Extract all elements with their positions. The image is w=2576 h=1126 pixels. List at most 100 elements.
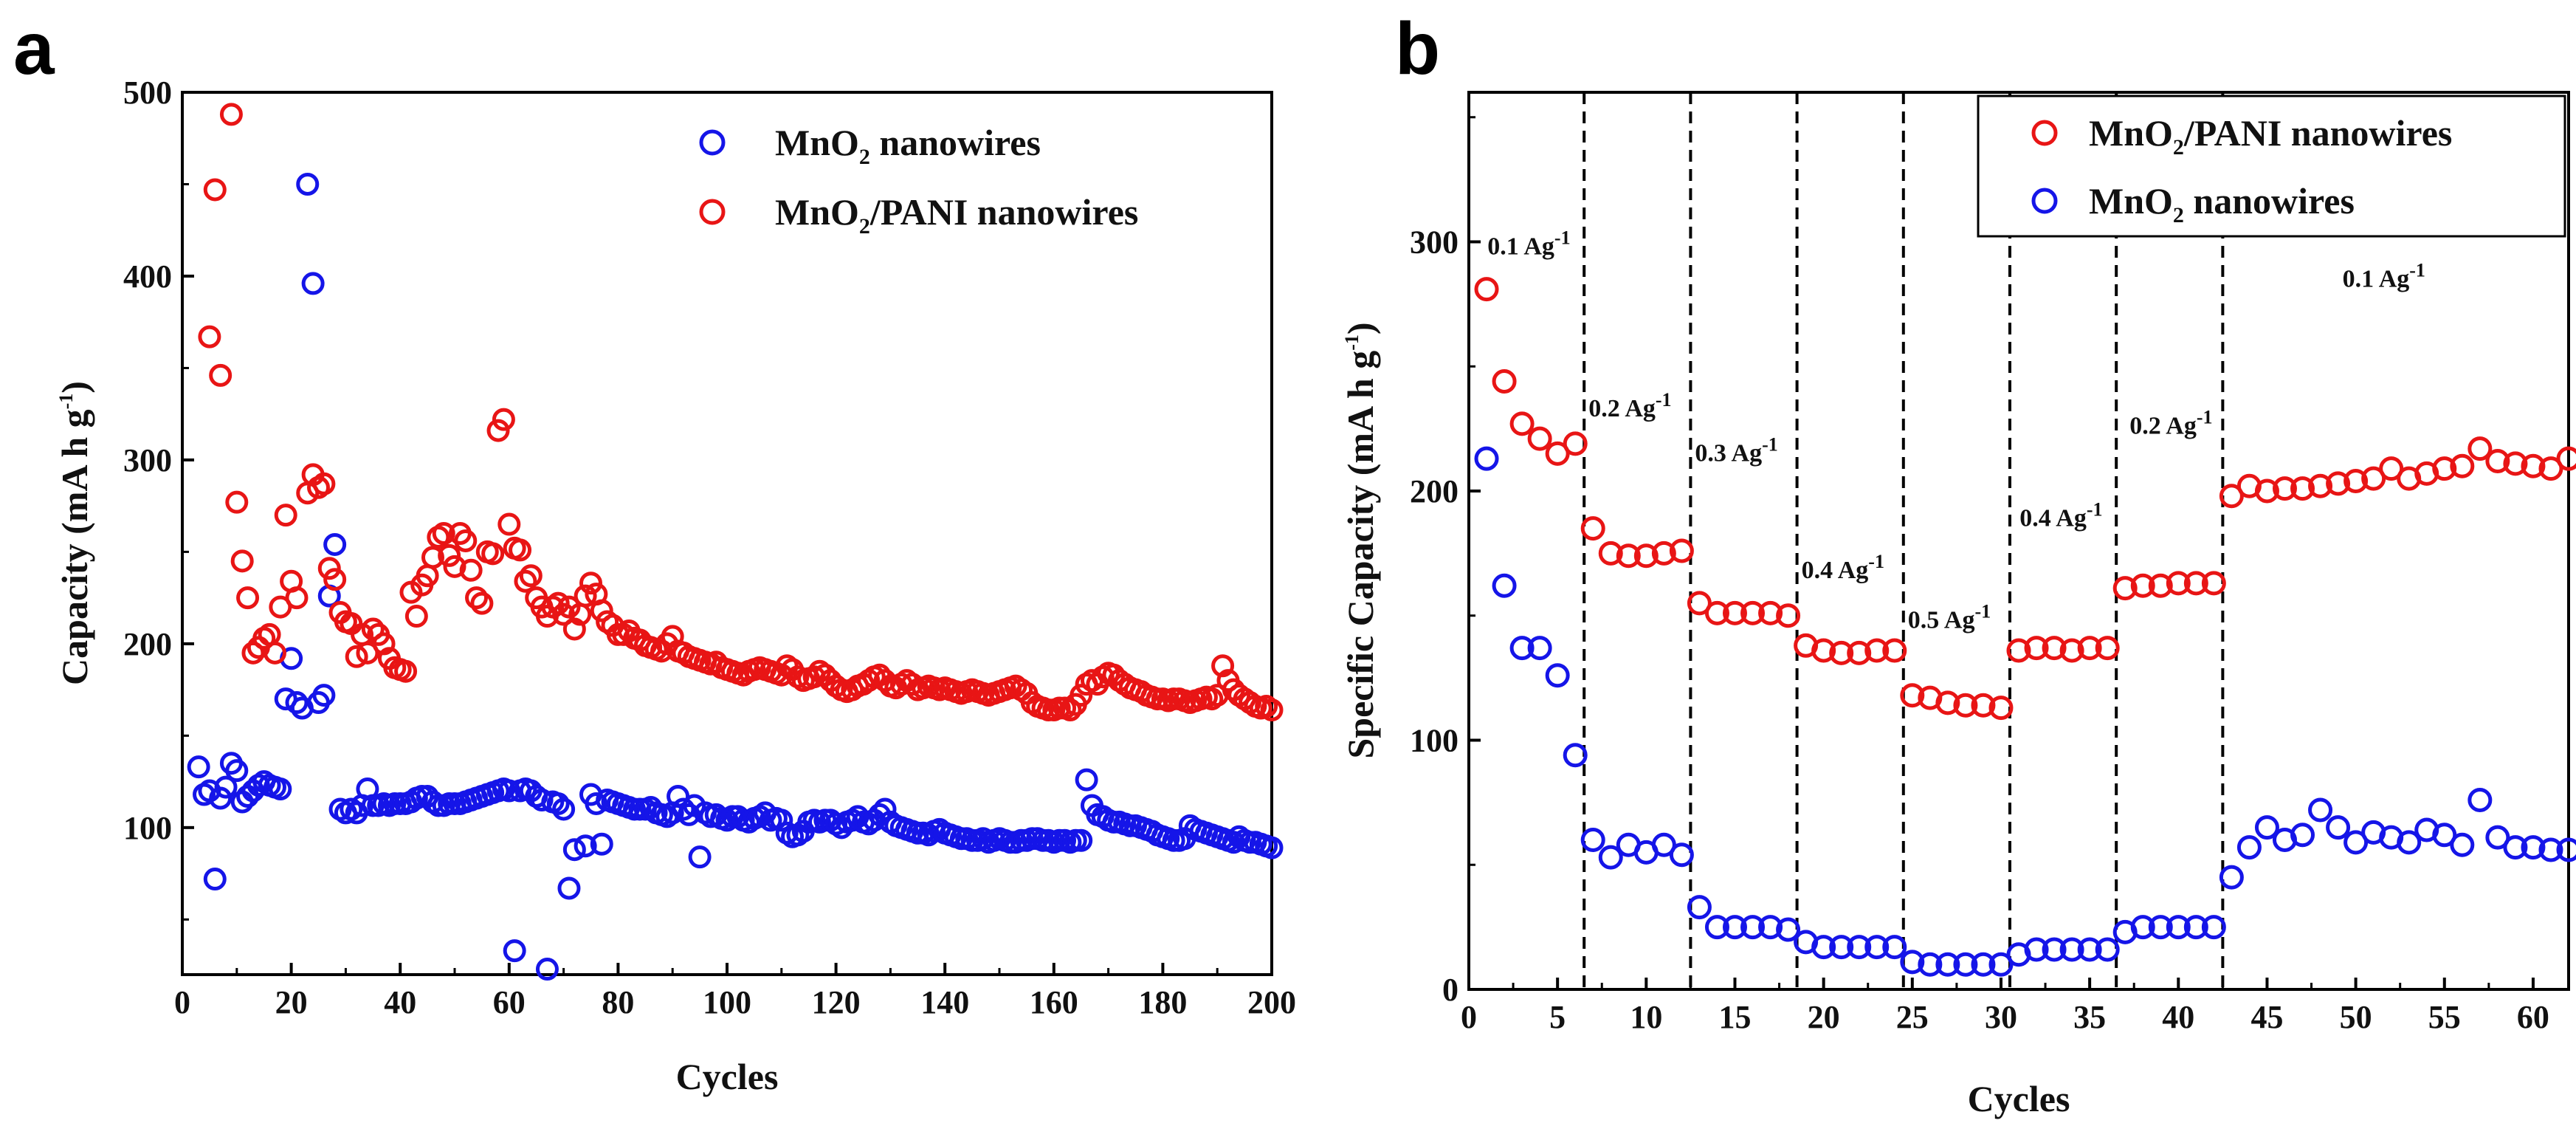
data-point: [323, 532, 347, 556]
data-point: [1864, 935, 1890, 960]
data-point: [1580, 828, 1605, 852]
data-point: [1222, 831, 1245, 854]
data-point: [2112, 576, 2138, 601]
rate-label: 0.3 Ag-1: [1695, 434, 1777, 467]
data-point: [2201, 571, 2226, 596]
data-point: [317, 557, 341, 580]
data-point: [2308, 797, 2333, 823]
data-point: [225, 759, 249, 783]
data-point: [2538, 837, 2563, 862]
data-point: [1260, 698, 1284, 721]
data-point: [2059, 638, 2084, 663]
data-point: [2538, 456, 2563, 481]
data-point: [372, 632, 396, 656]
data-point: [1687, 591, 1712, 616]
data-point: [557, 876, 581, 900]
x-tick-label: 60: [493, 984, 526, 1020]
panel-a-legend-label: MnO2/PANI nanowires: [775, 191, 1138, 238]
data-point: [2166, 915, 2191, 940]
panel-a-legend-label: MnO2 nanowires: [775, 122, 1041, 169]
data-point: [672, 797, 695, 821]
data-point: [2361, 466, 2386, 491]
data-point: [1598, 540, 1623, 566]
x-tick-label: 35: [2073, 999, 2106, 1035]
data-point: [2485, 449, 2510, 473]
data-point: [2059, 937, 2084, 962]
data-point: [2450, 453, 2475, 478]
data-point: [519, 564, 543, 588]
panel-b-legend-label: MnO2/PANI nanowires: [2089, 112, 2452, 159]
data-point: [1527, 426, 1552, 451]
data-point: [546, 591, 570, 615]
data-point: [2166, 571, 2191, 596]
data-point: [1953, 952, 1978, 977]
data-point: [454, 529, 478, 552]
data-point: [497, 512, 521, 536]
data-point: [2024, 937, 2049, 962]
panel-a-legend-marker: [699, 199, 726, 225]
y-tick-label: 0: [1442, 972, 1459, 1008]
rate-label: 0.1 Ag-1: [1487, 227, 1570, 260]
panel-b-legend-marker: [2031, 120, 2058, 146]
panel-a-legend-marker: [699, 129, 726, 156]
data-point: [1971, 952, 1996, 977]
panel-a-y-axis-title: Capacity (mA h g-1): [54, 381, 95, 685]
data-point: [2343, 469, 2369, 493]
data-point: [514, 569, 537, 593]
data-point: [2379, 456, 2404, 481]
data-point: [1492, 573, 1517, 598]
data-point: [2095, 636, 2120, 661]
data-point: [503, 939, 526, 963]
data-point: [1580, 516, 1605, 541]
panel-a-points: [187, 103, 1284, 981]
data-point: [873, 797, 897, 821]
data-point: [2343, 830, 2369, 855]
data-point: [900, 673, 924, 696]
data-point: [1260, 836, 1284, 859]
data-point: [2432, 456, 2457, 481]
data-point: [421, 546, 444, 569]
data-point: [2024, 636, 2049, 661]
data-point: [345, 645, 368, 668]
panel-b-rate-boundaries: [1583, 92, 2225, 989]
x-tick-label: 20: [1808, 999, 1840, 1035]
data-point: [274, 504, 297, 527]
rate-label: 0.1 Ag-1: [2343, 259, 2425, 292]
x-tick-label: 0: [1461, 999, 1477, 1035]
data-point: [438, 543, 461, 567]
data-point: [2219, 484, 2244, 509]
y-tick-label: 200: [1410, 473, 1459, 509]
x-tick-label: 80: [602, 984, 634, 1020]
data-point: [394, 659, 418, 683]
data-point: [574, 584, 597, 608]
data-point: [2290, 823, 2315, 848]
x-tick-label: 40: [2162, 999, 2194, 1035]
data-point: [2077, 636, 2102, 661]
rate-label: 0.4 Ag-1: [1802, 551, 1884, 584]
data-point: [1900, 950, 1925, 975]
panel-b-points: [1474, 277, 2576, 977]
data-point: [301, 272, 325, 295]
data-point: [492, 408, 515, 431]
data-point: [486, 419, 510, 442]
data-point: [1651, 540, 1676, 566]
data-point: [1882, 638, 1907, 663]
data-point: [187, 755, 210, 779]
data-point: [1971, 693, 1996, 718]
data-point: [1776, 917, 1801, 942]
data-point: [285, 586, 309, 610]
data-point: [590, 599, 613, 622]
data-point: [509, 538, 532, 562]
x-tick-label: 40: [384, 984, 416, 1020]
data-point: [459, 558, 483, 582]
rate-label: 0.2 Ag-1: [1588, 389, 1671, 422]
x-tick-label: 45: [2250, 999, 2283, 1035]
data-point: [2272, 476, 2297, 501]
y-tick-label: 300: [1410, 224, 1459, 261]
data-point: [209, 363, 233, 387]
data-point: [1829, 935, 1854, 960]
data-point: [1988, 696, 2014, 721]
data-point: [2556, 837, 2576, 862]
rate-label: 0.4 Ag-1: [2019, 498, 2102, 532]
